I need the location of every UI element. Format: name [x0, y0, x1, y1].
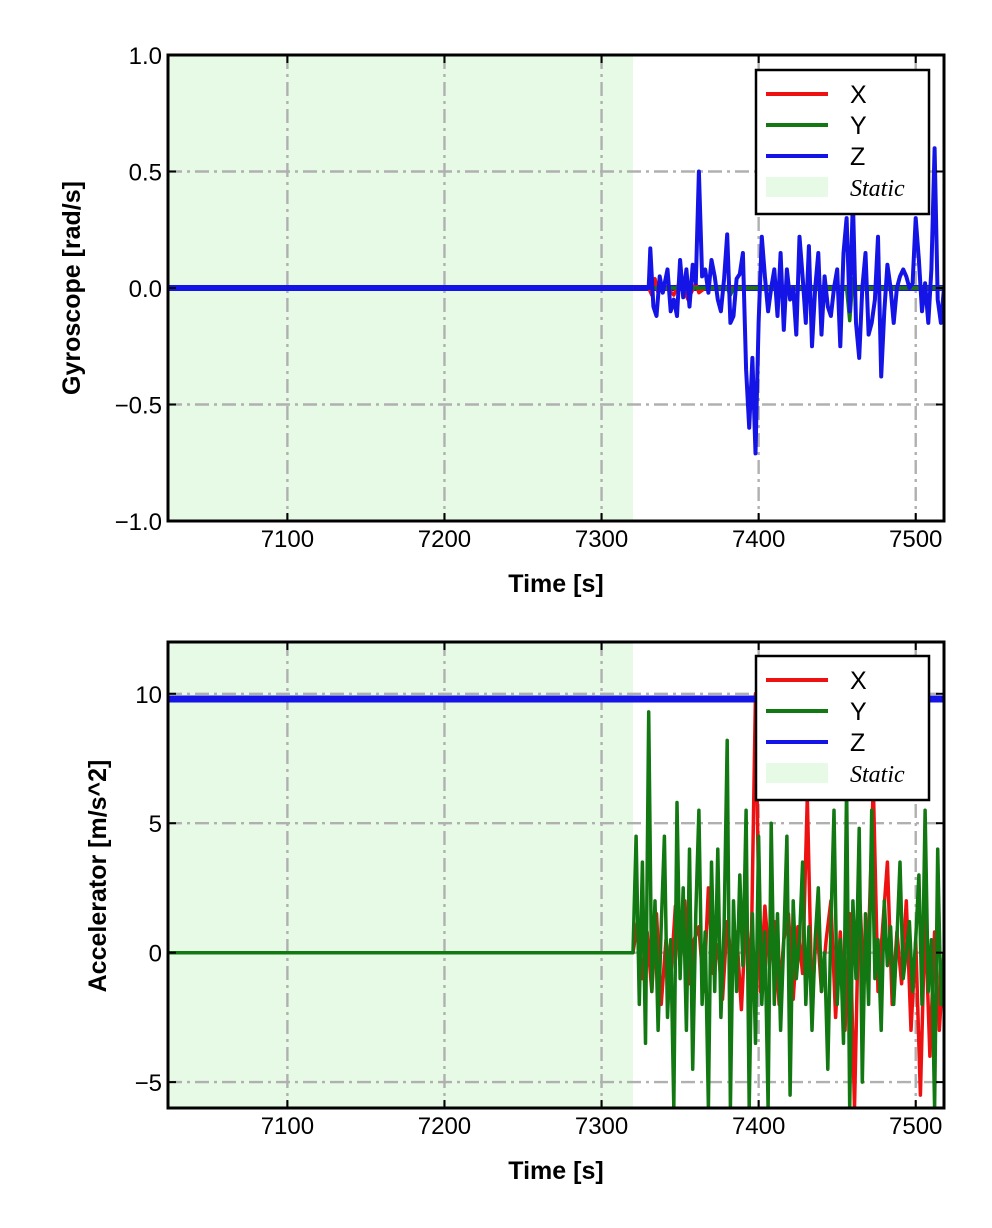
- y-ticks: 1.0 0.5 0.0 −0.5 −1.0: [115, 43, 944, 536]
- static-span: [168, 642, 633, 1108]
- legend-label-static: Static: [850, 762, 905, 788]
- gyroscope-panel: 7100 7200 7300 7400 7500 1.0 0.5 0.0 −0.5 −1.0 T…: [58, 43, 946, 598]
- y-tick-label: 5: [149, 811, 162, 838]
- legend-label-static: Static: [850, 176, 905, 202]
- y-tick-label: 1.0: [129, 43, 162, 70]
- x-ticks: 7100 7200 7300 7400 7500: [261, 642, 942, 1140]
- y-axis-label: Accelerator [m/s^2]: [84, 760, 112, 993]
- y-tick-label: 10: [135, 682, 162, 709]
- legend: X Y Z Static: [754, 654, 931, 802]
- y-axis-label: Gyroscope [rad/s]: [58, 181, 86, 395]
- x-tick-label: 7100: [261, 1113, 314, 1140]
- y-tick-label: −5: [135, 1070, 162, 1097]
- x-tick-label: 7200: [418, 526, 471, 553]
- x-axis-label: Time [s]: [508, 570, 603, 598]
- x-ticks: 7100 7200 7300 7400 7500: [261, 55, 942, 553]
- y-tick-label: 0.0: [129, 276, 162, 303]
- legend-label-z: Z: [850, 143, 865, 171]
- x-tick-label: 7500: [889, 526, 942, 553]
- series-line-z: [168, 146, 944, 456]
- legend-label-z: Z: [850, 729, 865, 757]
- x-tick-label: 7300: [575, 1113, 628, 1140]
- y-tick-label: −1.0: [115, 509, 162, 536]
- y-tick-label: 0: [149, 941, 162, 968]
- legend-label-y: Y: [850, 112, 867, 140]
- legend-swatch-static: [766, 177, 828, 197]
- series-line-y: [168, 710, 944, 1108]
- x-tick-label: 7400: [732, 1113, 785, 1140]
- accelerator-panel: 7100 7200 7300 7400 7500 10 5 0 −5 Time [s] Acc…: [84, 640, 946, 1185]
- y-ticks: 10 5 0 −5: [135, 682, 944, 1097]
- x-tick-label: 7100: [261, 526, 314, 553]
- y-tick-label: 0.5: [129, 160, 162, 187]
- x-tick-label: 7500: [889, 1113, 942, 1140]
- legend: X Y Z Static: [754, 68, 931, 216]
- axes-frame: [166, 640, 946, 1110]
- plot-area: [168, 146, 944, 456]
- legend-label-x: X: [850, 667, 867, 695]
- x-axis-label: Time [s]: [508, 1157, 603, 1185]
- x-tick-label: 7200: [418, 1113, 471, 1140]
- x-tick-label: 7400: [732, 526, 785, 553]
- legend-swatch-static: [766, 763, 828, 783]
- x-tick-label: 7300: [575, 526, 628, 553]
- y-tick-label: −0.5: [115, 393, 162, 420]
- legend-label-x: X: [850, 81, 867, 109]
- legend-label-y: Y: [850, 698, 867, 726]
